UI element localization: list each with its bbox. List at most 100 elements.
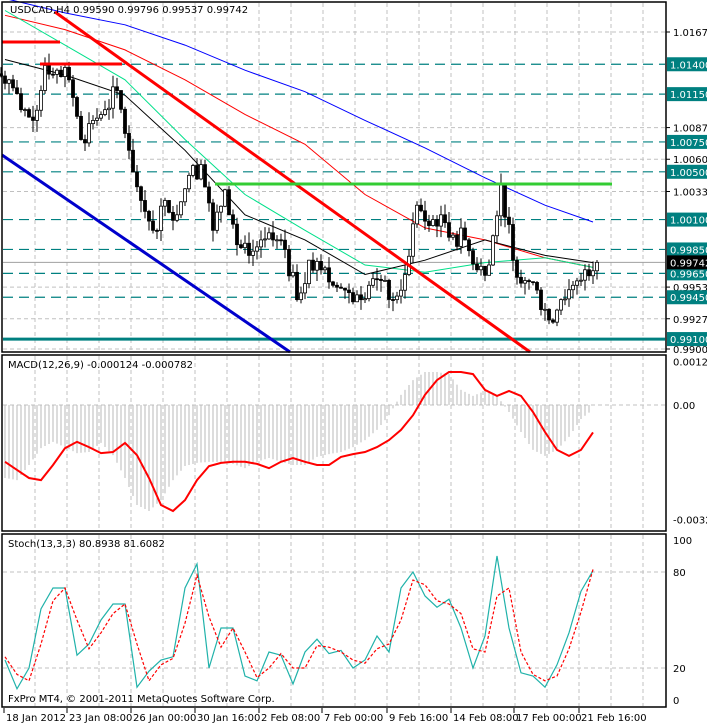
bull-candle — [255, 246, 259, 252]
bear-candle — [511, 224, 515, 261]
bear-candle — [3, 75, 7, 84]
bear-candle — [391, 299, 395, 301]
level-price-box — [667, 212, 707, 227]
bull-candle — [223, 189, 227, 207]
bear-candle — [387, 279, 391, 300]
bear-candle — [475, 263, 479, 271]
bull-candle — [431, 219, 435, 226]
bull-candle — [559, 299, 563, 311]
bull-candle — [199, 164, 203, 180]
bull-candle — [479, 265, 483, 271]
stoch-tick-label: 20 — [673, 664, 686, 675]
bear-candle — [419, 204, 423, 212]
bull-candle — [579, 279, 583, 282]
bull-candle — [111, 86, 115, 109]
level-price-box — [667, 57, 707, 72]
bull-candle — [411, 223, 415, 257]
bear-candle — [47, 65, 51, 75]
bear-candle — [75, 97, 79, 117]
bull-candle — [107, 107, 111, 111]
bull-candle — [219, 205, 223, 213]
bull-candle — [175, 214, 179, 221]
bull-candle — [267, 232, 271, 240]
bull-candle — [491, 235, 495, 266]
time-tick-label: 17 Feb 00:00 — [516, 713, 582, 724]
bear-candle — [327, 267, 331, 283]
bear-candle — [535, 282, 539, 291]
bear-candle — [539, 289, 543, 310]
blue-trendline[interactable] — [1, 153, 291, 354]
bear-candle — [295, 271, 299, 301]
bear-candle — [287, 249, 291, 277]
bear-candle — [435, 219, 439, 227]
bear-candle — [447, 222, 451, 238]
bear-candle — [443, 214, 447, 224]
moving-average-green — [4, 10, 594, 273]
bull-candle — [183, 188, 187, 203]
time-tick-label: 26 Jan 00:00 — [133, 713, 196, 724]
level-price-box — [667, 87, 707, 102]
price-tick-label: 1.00870 — [673, 124, 707, 135]
bear-candle — [379, 278, 383, 281]
bear-candle — [519, 276, 523, 284]
horizontal-levels — [3, 63, 665, 341]
level-price-box — [667, 290, 707, 305]
bear-candle — [139, 186, 143, 201]
level-price-box — [667, 242, 707, 257]
level-price-box — [667, 266, 707, 281]
bear-candle — [503, 184, 507, 218]
bear-candle — [279, 239, 283, 242]
bull-candle — [179, 201, 183, 216]
bear-candle — [127, 133, 131, 151]
bull-candle — [63, 67, 67, 78]
bull-candle — [275, 239, 279, 242]
level-price-label: 1.01400 — [670, 60, 707, 71]
stoch-tick-label: 100 — [673, 536, 692, 547]
bull-candle — [575, 280, 579, 286]
level-price-label: 1.00750 — [670, 138, 707, 149]
bear-candle — [335, 284, 339, 288]
bear-candle — [171, 211, 175, 221]
bear-candle — [247, 242, 251, 256]
macd-tick-label: 0.00 — [673, 401, 695, 412]
bull-candle — [95, 117, 99, 121]
macd-panel[interactable]: MACD(12,26,9) -0.000124 -0.000782 — [4, 360, 594, 513]
stoch-signal-line — [4, 569, 594, 683]
price-panel[interactable]: USDCAD,H4 0.99590 0.99796 0.99537 0.9974… — [0, 0, 665, 354]
bear-candle — [319, 261, 323, 271]
time-axis: 18 Jan 2012 23 Jan 08:00 26 Jan 00:00 30 Ja… — [3, 708, 647, 724]
bear-candle — [151, 220, 155, 231]
bull-candle — [187, 174, 191, 190]
bull-candle — [439, 214, 443, 227]
bear-candle — [311, 259, 315, 271]
bear-candle — [143, 200, 147, 212]
bear-candle — [339, 286, 343, 289]
bull-candle — [251, 250, 255, 256]
red-trendline[interactable] — [54, 10, 531, 354]
candles — [0, 53, 599, 327]
bull-candle — [263, 238, 267, 241]
bear-candle — [351, 292, 355, 303]
bear-candle — [235, 223, 239, 246]
price-tick-label: 1.00605 — [673, 155, 707, 166]
level-price-label: 1.01150 — [670, 90, 707, 101]
bear-candle — [51, 73, 55, 76]
bull-candle — [555, 309, 559, 323]
bull-candle — [567, 289, 571, 300]
time-tick-label: 21 Feb 16:00 — [581, 713, 647, 724]
bear-candle — [227, 189, 231, 216]
bear-candle — [59, 69, 63, 78]
bull-candle — [7, 79, 11, 84]
bull-candle — [103, 109, 107, 115]
bear-candle — [79, 115, 83, 140]
bear-candle — [147, 210, 151, 222]
time-tick-label: 9 Feb 16:00 — [389, 713, 448, 724]
bull-candle — [563, 298, 567, 301]
stoch-header: Stoch(13,3,3) 80.8938 81.6082 — [8, 539, 165, 550]
macd-signal-line — [4, 371, 594, 513]
bear-candle — [71, 79, 75, 98]
stochastic-panel[interactable]: Stoch(13,3,3) 80.8938 81.6082 FxPro MT4,… — [4, 539, 594, 705]
bull-candle — [399, 289, 403, 297]
